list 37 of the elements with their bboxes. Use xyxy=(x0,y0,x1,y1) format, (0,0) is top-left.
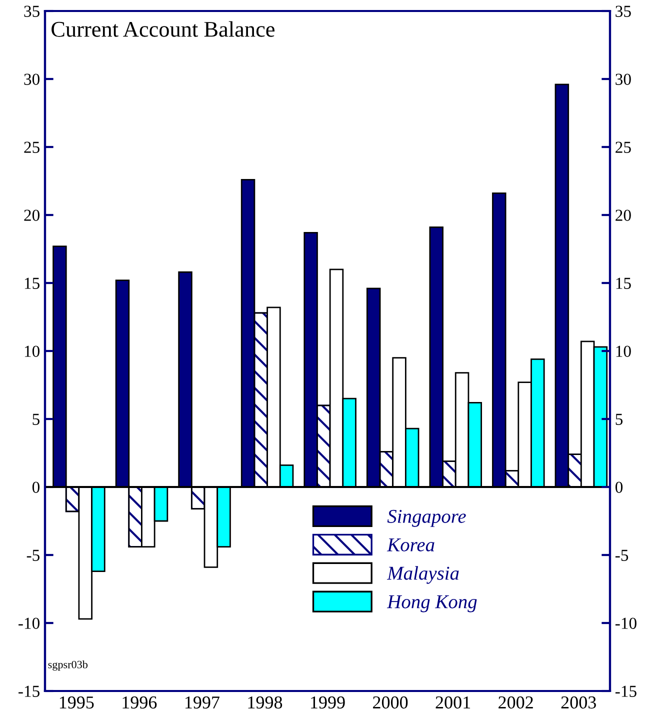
legend-label: Korea xyxy=(386,538,434,552)
x-tick-label: 1995 xyxy=(60,696,94,709)
y2-tick-label: 10 xyxy=(616,346,631,357)
y-tick-label: 10 xyxy=(24,346,40,357)
y-tick-label: 30 xyxy=(24,74,40,85)
y2-tick-label: 15 xyxy=(616,278,631,289)
y-tick-label: 0 xyxy=(32,482,40,493)
chart-title: Current Account Balance xyxy=(52,21,274,37)
y2-tick-label: 20 xyxy=(616,210,631,221)
x-tick-label: 2002 xyxy=(498,696,533,709)
y2-tick-label: 30 xyxy=(616,74,631,85)
legend-label: Malaysia xyxy=(386,566,459,584)
y-tick-label: 15 xyxy=(24,278,40,289)
y-tick-label: 25 xyxy=(24,142,40,153)
x-tick-label: 2001 xyxy=(436,696,470,709)
y2-tick-label: -5 xyxy=(615,550,628,561)
y2-tick-label: 0 xyxy=(615,482,623,493)
y-tick-label: 35 xyxy=(24,6,40,17)
y2-tick-label: 5 xyxy=(616,414,623,425)
legend-label: Hong Kong xyxy=(386,595,477,612)
x-tick-label: 2000 xyxy=(373,696,408,709)
y-tick-label: -15 xyxy=(18,686,40,697)
x-tick-label: 2003 xyxy=(561,696,596,709)
y-tick-label: -10 xyxy=(18,618,40,629)
y2-tick-label: -15 xyxy=(615,686,636,697)
y-tick-label: -5 xyxy=(26,550,40,561)
x-tick-label: 1999 xyxy=(311,696,345,709)
y-tick-label: 20 xyxy=(24,210,40,221)
y2-tick-label: -10 xyxy=(615,618,636,629)
y2-tick-label: 25 xyxy=(616,142,631,153)
y-tick-label: 5 xyxy=(32,414,40,425)
y2-tick-label: 35 xyxy=(616,6,631,17)
annotation: sgpsr03b xyxy=(48,660,88,671)
x-tick-label: 1998 xyxy=(248,696,282,709)
legend-label: Singapore xyxy=(387,510,466,527)
x-tick-label: 1996 xyxy=(122,696,157,709)
x-tick-label: 1997 xyxy=(185,696,220,709)
